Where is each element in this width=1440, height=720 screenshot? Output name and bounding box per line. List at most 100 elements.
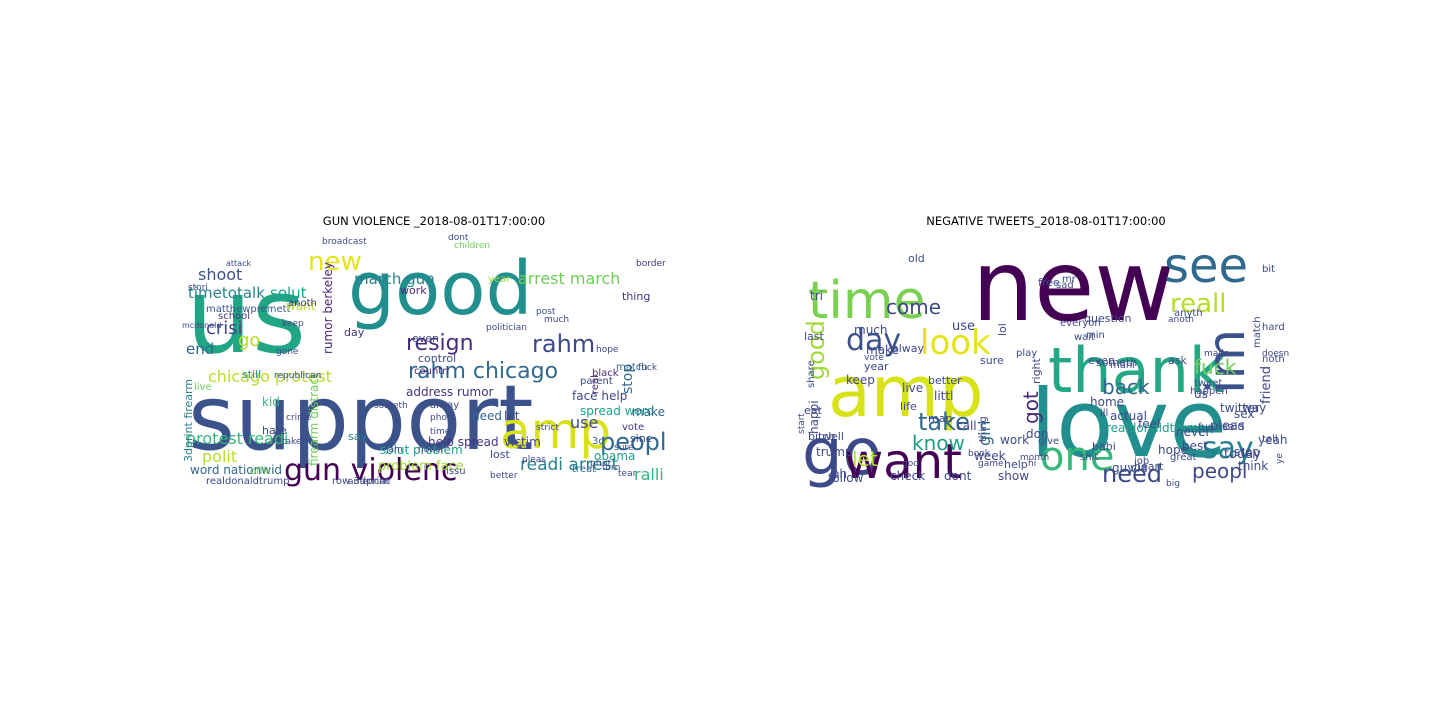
cloud-word: peopl: [600, 428, 667, 456]
cloud-word: time: [430, 427, 451, 437]
cloud-word: even: [1088, 354, 1115, 367]
cloud-word: resign: [406, 331, 474, 356]
word-cloud-panel-negative-tweets: NEGATIVE TWEETS_2018-08-01T17:00:00 new l…: [792, 212, 1300, 490]
cloud-word: much: [854, 323, 888, 337]
cloud-word: end: [186, 340, 214, 358]
cloud-word: alway: [892, 342, 925, 355]
cloud-word: fun: [1198, 422, 1214, 433]
cloud-word: thing: [622, 290, 650, 303]
cloud-word: tell: [1262, 434, 1278, 445]
cloud-word: last: [804, 330, 825, 343]
cloud-word: vote: [864, 353, 884, 363]
cloud-word: bitch: [808, 430, 835, 443]
cloud-word: black: [592, 368, 619, 379]
cloud-word: rumor berkeley: [321, 262, 335, 354]
cloud-word: hi: [1028, 459, 1036, 469]
cloud-word: guy: [1112, 461, 1134, 475]
cloud-word: girl: [975, 420, 994, 446]
cloud-word: bit: [1262, 264, 1275, 275]
cloud-word: control: [418, 352, 456, 365]
cloud-word: play: [1016, 348, 1037, 359]
cloud-word: timetotalk: [188, 284, 265, 302]
cloud-word: 3dprint firearm: [182, 379, 195, 462]
cloud-word: one: [1040, 434, 1114, 480]
cloud-word: game: [978, 459, 1004, 469]
cloud-word: pleas: [522, 455, 546, 465]
cloud-word: today: [1224, 447, 1261, 462]
cloud-word: got: [1019, 391, 1043, 424]
cloud-word: thank: [1048, 334, 1225, 407]
cloud-word: sex: [1234, 407, 1255, 421]
cloud-word: everyon: [1060, 318, 1101, 329]
cloud-word: match: [1252, 316, 1263, 348]
cloud-word: stop: [620, 364, 636, 394]
cloud-word: come: [886, 295, 941, 319]
cloud-word: face help: [572, 389, 627, 403]
panel-title: NEGATIVE TWEETS_2018-08-01T17:00:00: [926, 214, 1166, 228]
cloud-word: us: [186, 255, 306, 377]
cloud-word: week: [974, 449, 1006, 463]
cloud-word: even: [412, 332, 439, 345]
cloud-word: hope: [596, 345, 619, 355]
cloud-word: want: [286, 299, 316, 313]
cloud-word: anyth: [1174, 308, 1203, 319]
cloud-word: never: [1176, 425, 1210, 439]
cloud-word: crisi: [206, 318, 243, 339]
cloud-word: want: [844, 434, 962, 490]
cloud-word: say: [348, 430, 367, 443]
cloud-word: fuck: [638, 363, 658, 373]
cloud-word: feel: [1138, 417, 1160, 431]
cloud-word: readi arrest: [520, 455, 618, 475]
cloud-word: home: [1090, 395, 1124, 409]
cloud-word: someth: [374, 401, 408, 411]
cloud-word: show: [998, 469, 1029, 483]
cloud-word: need: [1102, 460, 1162, 488]
cloud-word: spread word: [580, 404, 654, 418]
panel-title: GUN VIOLENCE _2018-08-01T17:00:00: [322, 214, 546, 228]
cloud-word: friend: [1259, 366, 1274, 404]
cloud-word: dont: [448, 234, 469, 243]
cloud-word: happen: [1190, 386, 1228, 397]
cloud-word: hope: [1158, 443, 1188, 457]
cloud-word: broadcast: [322, 237, 367, 247]
cloud-word: march gun: [354, 270, 435, 288]
cloud-word: follow: [828, 471, 864, 485]
cloud-word: happi: [807, 400, 821, 434]
cloud-word: year: [488, 274, 511, 285]
cloud-word: right: [1030, 357, 1043, 384]
cloud-word: need: [472, 409, 502, 423]
cloud-word: us: [1194, 387, 1208, 401]
cloud-word: lost: [490, 448, 511, 461]
cloud-word: year: [864, 360, 889, 373]
cloud-word: oh: [832, 467, 847, 481]
cloud-word: alway: [430, 400, 459, 411]
cloud-word: take: [918, 408, 970, 436]
cloud-word: rahm: [532, 330, 595, 358]
cloud-word: sinc: [630, 432, 652, 445]
cloud-word: job: [1133, 456, 1149, 467]
cloud-word: support: [188, 366, 534, 471]
cloud-word: live: [194, 382, 212, 393]
cloud-word: heart: [1134, 460, 1164, 473]
cloud-word: american: [348, 477, 390, 487]
cloud-word: mr: [1062, 274, 1077, 285]
cloud-word: issu: [446, 466, 466, 477]
cloud-word: give: [1038, 436, 1059, 447]
cloud-word: great: [1170, 452, 1197, 463]
cloud-word: mani: [1110, 360, 1135, 371]
cloud-word: real: [590, 375, 601, 394]
cloud-word: kid: [262, 395, 280, 409]
cloud-word: thing: [978, 416, 989, 442]
cloud-word: honor: [418, 445, 444, 455]
cloud-word: parent: [580, 376, 613, 387]
cloud-word: babi: [1092, 440, 1116, 453]
cloud-word: day: [344, 326, 365, 339]
cloud-word: pleas: [1210, 419, 1245, 434]
cloud-word: eat: [804, 404, 823, 417]
cloud-word: use: [952, 319, 975, 334]
cloud-word: protest readi: [186, 429, 288, 448]
cloud-word: gone: [276, 347, 299, 357]
cloud-word: sure: [980, 354, 1004, 367]
cloud-word: treat: [572, 464, 596, 475]
